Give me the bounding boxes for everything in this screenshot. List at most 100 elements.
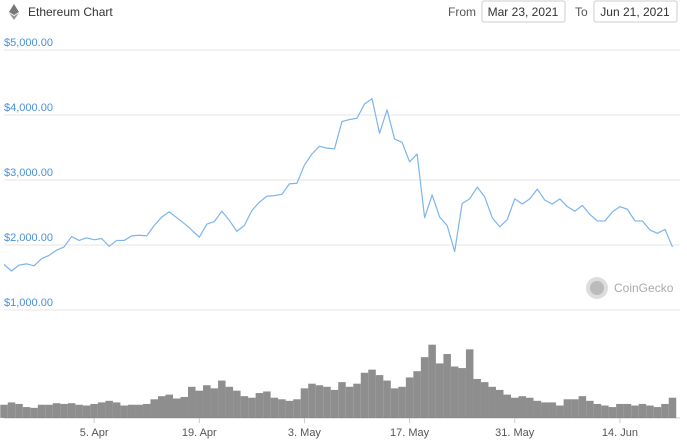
volume-bar <box>67 403 76 418</box>
volume-bar <box>323 386 331 418</box>
volume-bar <box>405 377 414 418</box>
volume-bar <box>533 400 542 418</box>
to-input[interactable] <box>593 0 678 23</box>
volume-bar <box>616 403 624 418</box>
volume-bar <box>120 405 128 418</box>
volume-bar <box>601 405 609 418</box>
volume-bar <box>661 403 669 418</box>
y-tick-label: $2,000.00 <box>4 232 53 244</box>
y-tick-label: $5,000.00 <box>4 37 53 49</box>
volume-bar <box>458 368 466 418</box>
volume-bar <box>480 382 489 418</box>
x-tick-label: 5. Apr <box>80 427 109 439</box>
from-label: From <box>448 5 476 19</box>
volume-bar <box>285 400 294 418</box>
volume-bar <box>360 372 369 418</box>
x-tick-label: 19. Apr <box>182 427 217 439</box>
volume-bar <box>203 385 211 418</box>
volume-bar <box>30 407 38 418</box>
volume-bar <box>623 403 632 418</box>
volume-bar <box>330 389 339 418</box>
volume-bar <box>420 357 429 418</box>
eth-icon <box>9 4 19 15</box>
volume-bar <box>82 405 91 418</box>
volume-bar <box>586 400 594 418</box>
volume-bar <box>353 383 361 418</box>
volume-bar <box>548 402 557 418</box>
volume-bar <box>571 399 579 418</box>
watermark-logo-inner <box>590 281 604 295</box>
volume-bar <box>150 399 158 418</box>
volume-bar <box>135 404 143 418</box>
price-line <box>3 98 674 272</box>
volume-bar <box>390 388 399 418</box>
volume-bar <box>375 375 384 418</box>
volume-bar <box>345 386 354 418</box>
volume-bar <box>22 407 31 418</box>
volume-bar <box>270 397 279 418</box>
volume-bar <box>180 396 189 418</box>
volume-bar <box>563 399 572 418</box>
volume-bar <box>7 402 16 418</box>
y-tick-label: $3,000.00 <box>4 167 53 179</box>
x-tick-label: 31. May <box>495 427 535 439</box>
volume-bar <box>473 379 481 418</box>
volume-bar <box>233 390 241 418</box>
volume-bar <box>526 397 534 418</box>
volume-bar <box>465 349 474 418</box>
volume-bar <box>435 363 444 418</box>
volume-bar <box>653 407 662 418</box>
volume-bar <box>45 404 53 418</box>
volume-bar <box>368 369 376 418</box>
volume-bar <box>578 396 587 418</box>
volume-bar <box>593 403 602 418</box>
volume-bar <box>541 402 549 418</box>
volume-bar <box>300 388 309 418</box>
volume-bar <box>225 386 234 418</box>
volume-bar <box>97 402 106 418</box>
volume-bar <box>383 380 391 418</box>
volume-bar <box>60 403 68 418</box>
volume-bar <box>413 371 421 418</box>
volume-bar <box>37 404 46 418</box>
volume-bar <box>188 386 196 418</box>
volume-bar <box>315 385 324 418</box>
volume-bar <box>518 396 527 418</box>
volume-bar <box>240 396 249 418</box>
volume-bar <box>127 404 136 418</box>
from-date[interactable]: Mar 23, 2021 <box>488 5 559 19</box>
volume-bar <box>0 404 8 418</box>
y-tick-label: $4,000.00 <box>4 102 53 114</box>
volume-bar <box>165 394 173 418</box>
chart-title: Ethereum Chart <box>28 5 113 19</box>
volume-bar <box>195 390 204 418</box>
volume-bar <box>278 399 286 418</box>
volume-bar <box>443 354 451 418</box>
volume-bar <box>338 382 346 418</box>
volume-bar <box>646 405 654 418</box>
volume-bar <box>638 403 647 418</box>
volume-bar <box>210 388 219 418</box>
volume-bar <box>248 397 256 418</box>
volume-bar <box>631 405 639 418</box>
volume-bar <box>398 386 406 418</box>
to-date[interactable]: Jun 21, 2021 <box>600 5 670 19</box>
volume-bar <box>556 405 564 418</box>
volume-bar <box>263 391 271 418</box>
volume-bar <box>15 403 23 418</box>
volume-bar <box>428 344 436 418</box>
volume-bar <box>450 366 459 418</box>
to-label: To <box>575 5 588 19</box>
volume-bar <box>255 393 264 418</box>
volume-bar <box>142 403 151 418</box>
volume-bar <box>105 400 113 418</box>
y-tick-label: $1,000.00 <box>4 297 53 309</box>
volume-bar <box>308 383 316 418</box>
volume-bar <box>293 399 301 418</box>
volume-bar <box>75 404 83 418</box>
volume-bar <box>112 402 121 418</box>
volume-bar <box>157 396 166 418</box>
x-tick-label: 17. May <box>390 427 430 439</box>
from-input[interactable] <box>481 0 566 23</box>
